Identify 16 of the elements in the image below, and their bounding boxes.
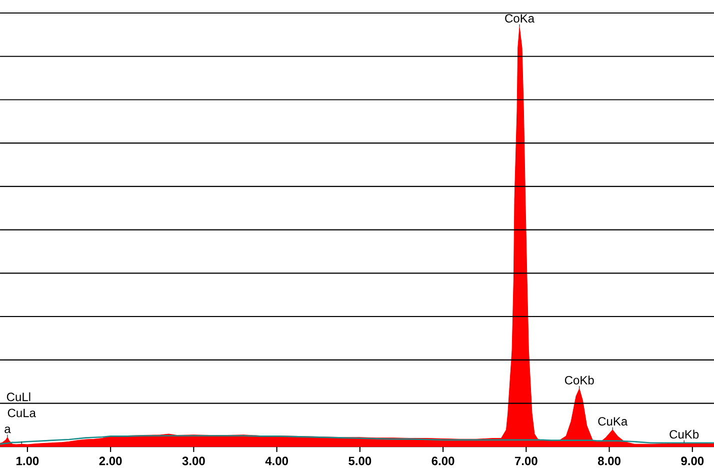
x-tick-label: 3.00: [182, 456, 205, 466]
annotation: CuLl: [6, 392, 30, 402]
annotation: CoKa: [505, 14, 535, 23]
x-tick-label: 6.00: [432, 456, 454, 466]
annotation: a: [4, 426, 11, 434]
x-tick-label: 4.00: [265, 456, 288, 466]
x-tick-label: 8.00: [598, 456, 620, 466]
annotation: CuLa: [8, 408, 36, 418]
annotation: CuKa: [598, 417, 628, 426]
x-tick-label: 5.00: [348, 456, 372, 466]
x-tick-label: 2.00: [99, 456, 122, 466]
x-tick-label: 7.00: [515, 456, 538, 466]
annotation: CoKb: [564, 376, 594, 384]
annotation: CuKb: [670, 430, 699, 439]
x-tick-label: 9.00: [681, 456, 704, 466]
x-tick-label: 1.00: [16, 456, 39, 466]
